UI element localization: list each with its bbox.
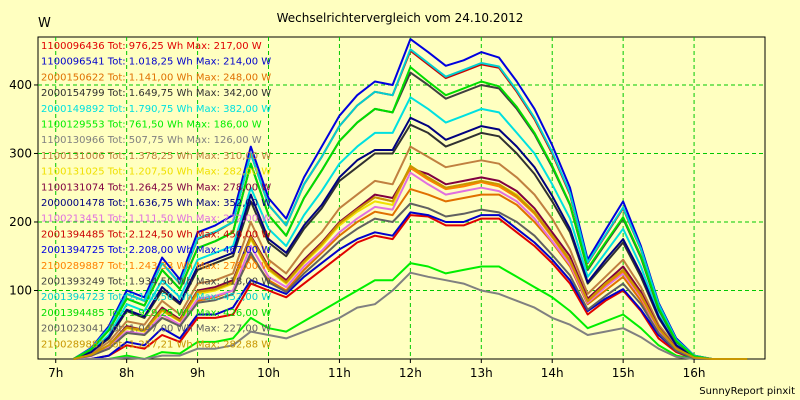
legend-entry: 2000001478 Tot: 1.636,75 Wh Max: 352,00 … [41, 198, 271, 209]
x-tick-label: 10h [257, 366, 280, 380]
legend-entry: 1100131025 Tot: 1.207,50 Wh Max: 282,00 … [41, 167, 271, 178]
series-line-2001394725 [72, 38, 748, 360]
x-tick-label: 11h [328, 366, 351, 380]
legend-entry: 2001394485 Tot: 1.929,25 Wh Max: 426,00 … [41, 308, 271, 319]
x-tick-label: 14h [541, 366, 564, 380]
x-tick-label: 15h [612, 366, 635, 380]
series-line-2000149892 [73, 96, 748, 360]
y-tick-label: 100 [9, 283, 32, 297]
x-tick-label: 9h [190, 366, 205, 380]
x-tick-label: 12h [399, 366, 422, 380]
legend-entry: 1100096436 Tot: 976,25 Wh Max: 217,00 W [41, 41, 262, 52]
legend: 1100096436 Tot: 976,25 Wh Max: 217,00 W 1… [41, 41, 271, 350]
legend-entry: 2100289887 Tot: 1.243,33 Wh Max: 279,00 … [41, 261, 271, 272]
legend-entry: 1100130966 Tot: 507,75 Wh Max: 126,00 W [41, 135, 262, 146]
series-line-1100129553 [73, 262, 748, 360]
legend-entry: 2100289887 Tot: 1.257,21 Wh Max: 282,88 … [41, 339, 271, 350]
legend-entry: 1100131074 Tot: 1.264,25 Wh Max: 278,00 … [41, 182, 271, 193]
y-tick-label: 300 [9, 146, 32, 160]
legend-entry: 2000150622 Tot: 1.141,00 Wh Max: 248,00 … [41, 72, 271, 83]
legend-entry: 1100213451 Tot: 1.111,50 Wh Max: 272,00 … [41, 214, 271, 225]
legend-entry: 2001394723 Tot: 2.108,50 Wh Max: 452,00 … [41, 292, 271, 303]
legend-entry: 1100131006 Tot: 1.378,25 Wh Max: 310,00 … [41, 151, 271, 162]
legend-entry: 2001393249 Tot: 1.934,50 Wh Max: 418,00 … [41, 277, 271, 288]
legend-entry: 2001394485 Tot: 2.124,50 Wh Max: 450,00 … [41, 229, 271, 240]
x-tick-label: 7h [48, 366, 63, 380]
footer-credit: SunnyReport pinxit [699, 386, 795, 397]
series-line-2001394723 [72, 48, 748, 360]
series-layer [72, 38, 748, 360]
y-tick-label: 400 [9, 78, 32, 92]
series-line-2100289887 [73, 164, 748, 360]
chart-title: Wechselrichtervergleich vom 24.10.2012 [277, 11, 524, 25]
series-line-2001394485 [73, 66, 748, 360]
series-line-2001023041 [73, 202, 748, 360]
series-line-1100131006 [73, 145, 748, 360]
legend-entry: 2001023041 Tot: 1.047,00 Wh Max: 227,00 … [41, 324, 271, 335]
legend-entry: 2000149892 Tot: 1.790,75 Wh Max: 382,00 … [41, 104, 271, 115]
axes: 100 200 300 400 7h 8h 9h 10h 11h 12h 13h 14h 15h 16h [9, 78, 705, 380]
legend-entry: 2000154799 Tot: 1.649,75 Wh Max: 342,00 … [41, 88, 271, 99]
series-line-1100096541 [73, 211, 748, 360]
legend-entry: 1100129553 Tot: 761,50 Wh Max: 186,00 W [41, 120, 262, 131]
legend-entry: 2001394725 Tot: 2.208,00 Wh Max: 467,00 … [41, 245, 271, 256]
y-axis-label: W [38, 16, 51, 31]
x-tick-label: 16h [683, 366, 706, 380]
legend-entry: 1100096541 Tot: 1.018,25 Wh Max: 214,00 … [41, 57, 271, 68]
x-tick-label: 13h [470, 366, 493, 380]
y-tick-label: 200 [9, 215, 32, 229]
series-line-1100130966 [73, 271, 748, 360]
series-line-2000001478 [73, 116, 748, 360]
x-tick-label: 8h [119, 366, 134, 380]
